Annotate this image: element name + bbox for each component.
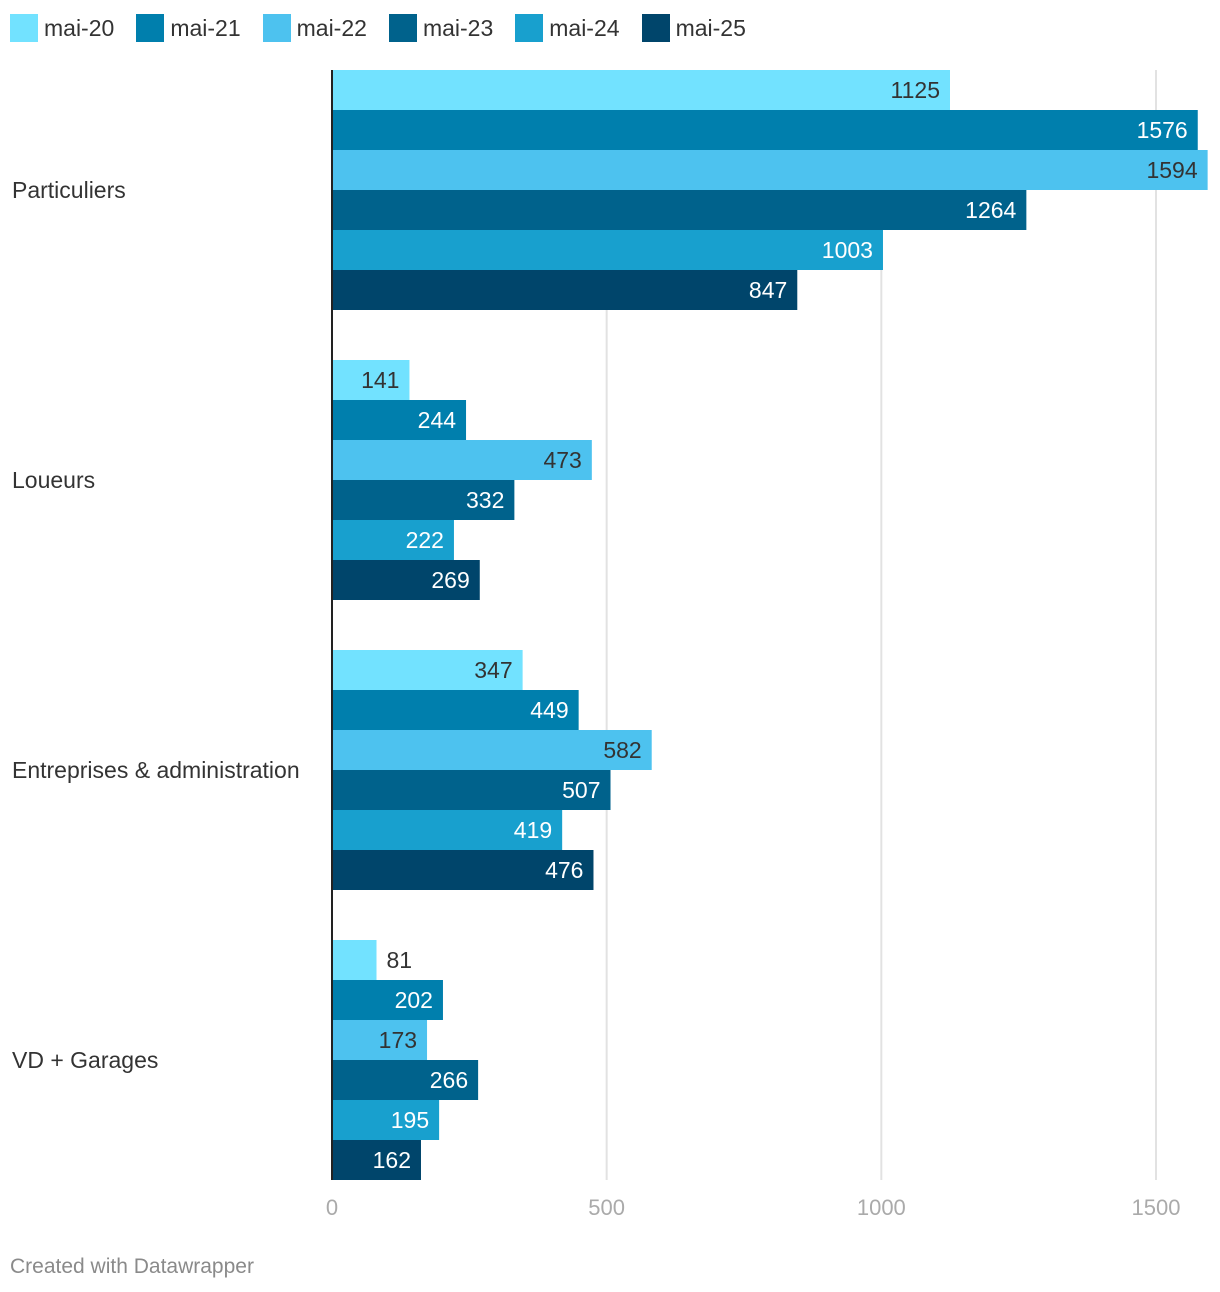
bar-value-label: 1264: [965, 197, 1016, 223]
bar: [332, 190, 1027, 230]
bar-value-label: 419: [514, 817, 552, 843]
bar: [332, 110, 1198, 150]
bar: [332, 440, 592, 480]
bar: [332, 1020, 428, 1060]
bar: [332, 70, 950, 110]
bar: [332, 770, 611, 810]
bar-value-label: 162: [373, 1147, 411, 1173]
x-tick-label: 0: [326, 1195, 338, 1220]
bar-value-label: 81: [386, 947, 412, 973]
legend: mai-20 mai-21 mai-22 mai-23 mai-24 mai-25: [10, 12, 768, 44]
bar: [332, 520, 454, 560]
bar-value-label: 141: [361, 367, 399, 393]
bar: [332, 230, 883, 270]
legend-label: mai-23: [422, 14, 494, 41]
legend-label: mai-20: [44, 14, 115, 41]
bar: [332, 150, 1208, 190]
legend-label: mai-25: [675, 14, 746, 41]
bar-value-label: 269: [431, 567, 469, 593]
bar: [332, 730, 652, 770]
legend-item: mai-23: [388, 14, 494, 42]
legend-swatch: [136, 14, 165, 42]
bar-value-label: 222: [406, 527, 444, 553]
datawrapper-credit: Created with Datawrapper: [10, 1255, 254, 1278]
bar-value-label: 266: [430, 1067, 468, 1093]
legend-item: mai-24: [515, 14, 620, 42]
bar-value-label: 1003: [822, 237, 873, 263]
legend-item: mai-20: [10, 14, 114, 42]
legend-swatch: [388, 14, 417, 42]
legend-label: mai-22: [296, 14, 367, 41]
legend-swatch: [262, 14, 291, 42]
bar: [332, 400, 467, 440]
bar: [332, 270, 798, 310]
bar-value-label: 202: [395, 987, 433, 1013]
bar-value-label: 476: [545, 857, 583, 883]
bar-value-label: 195: [391, 1107, 429, 1133]
bar: [332, 360, 410, 400]
bar: [332, 850, 594, 890]
bar-value-label: 347: [474, 657, 512, 683]
legend-item: mai-21: [136, 14, 241, 42]
legend-swatch: [515, 14, 544, 42]
bar: [332, 940, 377, 980]
category-label: Entreprises & administration: [12, 757, 300, 783]
bar: [332, 480, 515, 520]
bar: [332, 1100, 440, 1140]
bar: [332, 690, 579, 730]
bar-value-label: 449: [530, 697, 568, 723]
bar-value-label: 332: [466, 487, 504, 513]
legend-swatch: [10, 14, 38, 42]
legend-label: mai-24: [549, 14, 620, 41]
bar-value-label: 1125: [891, 77, 940, 103]
bar: [332, 1140, 421, 1180]
bar-value-label: 244: [418, 407, 457, 433]
category-label: Loueurs: [12, 467, 95, 493]
bar: [332, 980, 443, 1020]
bar-value-label: 582: [603, 737, 641, 763]
x-tick-label: 500: [588, 1195, 625, 1220]
category-label: Particuliers: [12, 177, 126, 203]
category-label: VD + Garages: [12, 1047, 158, 1073]
bar: [332, 810, 563, 850]
bar-value-label: 1576: [1137, 117, 1188, 143]
bar: [332, 560, 480, 600]
bar-value-label: 473: [543, 447, 581, 473]
legend-item: mai-22: [262, 14, 367, 42]
bar: [332, 650, 523, 690]
bar-chart: 0 500 1000 1500 Particuliers 1125 1576 1594 1264…: [12, 70, 1208, 1220]
bar-value-label: 1594: [1146, 157, 1197, 183]
x-tick-label: 1500: [1132, 1195, 1181, 1220]
bar-value-label: 847: [749, 277, 787, 303]
bar-value-label: 507: [562, 777, 600, 803]
x-tick-label: 1000: [857, 1195, 906, 1220]
legend-swatch: [641, 14, 670, 42]
legend-item: mai-25: [641, 14, 746, 42]
legend-label: mai-21: [170, 14, 241, 41]
bar: [332, 1060, 479, 1100]
bar-value-label: 173: [379, 1027, 417, 1053]
